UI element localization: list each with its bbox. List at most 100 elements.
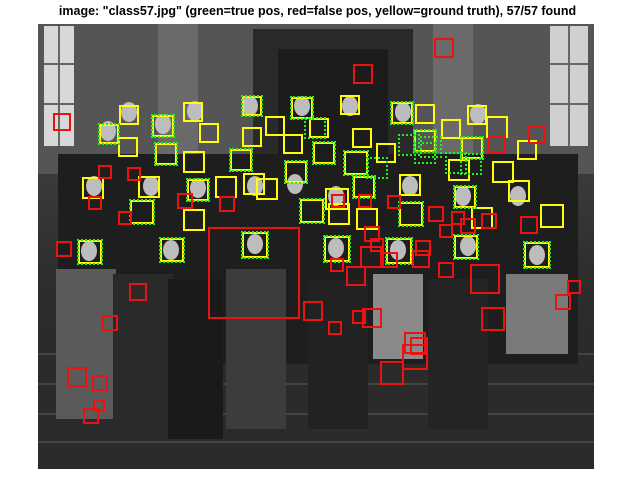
ground-truth-box bbox=[340, 95, 360, 115]
false-positive-box bbox=[428, 206, 444, 222]
true-positive-box bbox=[323, 235, 351, 263]
ground-truth-box bbox=[199, 123, 219, 143]
true-positive-box bbox=[398, 134, 420, 156]
false-positive-box bbox=[208, 227, 300, 319]
false-positive-box bbox=[67, 367, 87, 387]
ground-truth-box bbox=[256, 178, 278, 200]
false-positive-box bbox=[481, 213, 497, 229]
true-positive-box bbox=[284, 160, 308, 184]
true-positive-box bbox=[453, 234, 479, 260]
false-positive-box bbox=[382, 252, 398, 268]
false-positive-box bbox=[470, 264, 500, 294]
ground-truth-box bbox=[415, 104, 435, 124]
true-positive-box bbox=[398, 201, 424, 227]
false-positive-box bbox=[83, 408, 99, 424]
false-positive-box bbox=[127, 167, 141, 181]
true-positive-box bbox=[390, 101, 414, 125]
false-positive-box bbox=[362, 308, 382, 328]
false-positive-box bbox=[412, 250, 430, 268]
false-positive-box bbox=[488, 136, 506, 154]
true-positive-box bbox=[460, 153, 482, 175]
false-positive-box bbox=[352, 310, 366, 324]
true-positive-box bbox=[352, 175, 376, 199]
true-positive-box bbox=[290, 96, 314, 120]
false-positive-box bbox=[358, 194, 372, 208]
false-positive-box bbox=[102, 315, 118, 331]
false-positive-box bbox=[330, 258, 344, 272]
ground-truth-box bbox=[492, 161, 514, 183]
false-positive-box bbox=[460, 218, 476, 234]
false-positive-box bbox=[380, 361, 404, 385]
ground-truth-box bbox=[82, 177, 104, 199]
ground-truth-box bbox=[183, 102, 203, 122]
ground-truth-box bbox=[399, 174, 421, 196]
false-positive-box bbox=[53, 113, 71, 131]
true-positive-box bbox=[299, 198, 325, 224]
true-positive-box bbox=[413, 129, 437, 153]
ground-truth-box bbox=[242, 127, 262, 147]
true-positive-box bbox=[229, 148, 253, 172]
ground-truth-box bbox=[441, 119, 461, 139]
ground-truth-box bbox=[467, 105, 487, 125]
false-positive-box bbox=[360, 246, 382, 268]
true-positive-box bbox=[151, 114, 175, 138]
false-positive-box bbox=[370, 238, 384, 252]
true-positive-box bbox=[523, 241, 551, 269]
false-positive-box bbox=[439, 224, 453, 238]
ground-truth-box bbox=[352, 128, 372, 148]
true-positive-box bbox=[420, 136, 442, 158]
true-positive-box bbox=[414, 142, 436, 164]
false-positive-box bbox=[93, 400, 105, 412]
detection-image bbox=[38, 24, 594, 469]
false-positive-box bbox=[434, 38, 454, 58]
ground-truth-box bbox=[283, 134, 303, 154]
false-positive-box bbox=[481, 307, 505, 331]
ground-truth-box bbox=[540, 204, 564, 228]
ground-truth-box bbox=[118, 137, 138, 157]
false-positive-box bbox=[415, 240, 431, 256]
true-positive-box bbox=[159, 237, 185, 263]
true-positive-box bbox=[186, 178, 210, 202]
ground-truth-box bbox=[328, 203, 350, 225]
true-positive-box bbox=[312, 141, 336, 165]
false-positive-box bbox=[92, 375, 108, 391]
group-photo-background bbox=[38, 24, 594, 469]
ground-truth-box bbox=[265, 116, 285, 136]
ground-truth-box bbox=[356, 208, 378, 230]
ground-truth-box bbox=[243, 173, 265, 195]
figure-title: image: "class57.jpg" (green=true pos, re… bbox=[58, 4, 577, 18]
false-positive-box bbox=[219, 196, 235, 212]
false-positive-box bbox=[118, 211, 132, 225]
true-positive-box bbox=[77, 239, 103, 265]
ground-truth-box bbox=[325, 188, 349, 210]
false-positive-box bbox=[177, 193, 193, 209]
false-positive-box bbox=[438, 262, 454, 278]
false-positive-box bbox=[364, 226, 380, 242]
true-positive-box bbox=[445, 152, 467, 174]
false-positive-box bbox=[555, 294, 571, 310]
false-positive-box bbox=[56, 241, 72, 257]
true-positive-box bbox=[453, 185, 477, 209]
false-positive-box bbox=[328, 321, 342, 335]
ground-truth-box bbox=[119, 105, 139, 125]
false-positive-box bbox=[402, 344, 428, 370]
ground-truth-box bbox=[138, 176, 160, 198]
false-positive-box bbox=[387, 195, 401, 209]
false-positive-box bbox=[331, 194, 345, 208]
ground-truth-box bbox=[508, 180, 530, 202]
false-positive-box bbox=[528, 126, 546, 144]
true-positive-box bbox=[98, 123, 120, 145]
ground-truth-box bbox=[183, 151, 205, 173]
false-positive-box bbox=[353, 64, 373, 84]
ground-truth-box bbox=[183, 209, 205, 231]
true-positive-box bbox=[304, 117, 326, 139]
false-positive-box bbox=[303, 301, 323, 321]
ground-truth-box bbox=[215, 176, 237, 198]
false-positive-box bbox=[567, 280, 581, 294]
true-positive-box bbox=[460, 136, 484, 160]
ground-truth-box bbox=[517, 140, 537, 160]
false-positive-box bbox=[346, 266, 366, 286]
false-positive-box bbox=[129, 283, 147, 301]
ground-truth-box bbox=[486, 116, 508, 138]
true-positive-box bbox=[129, 199, 155, 225]
